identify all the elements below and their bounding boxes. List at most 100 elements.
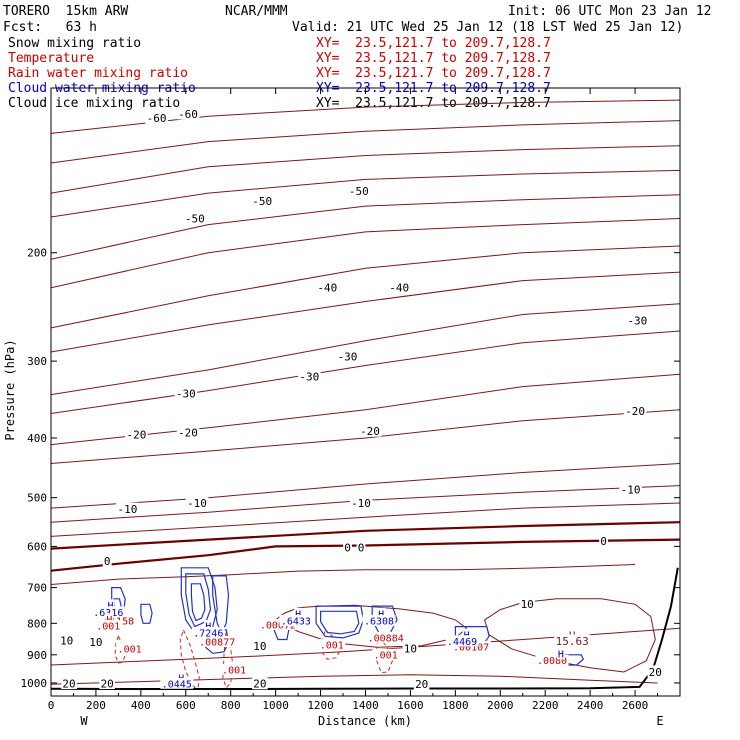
isotherm-label-bg [183,211,206,224]
isotherm-label-bg [356,541,366,554]
isotherm-label: -10 [351,497,371,510]
isotherm-label: 20 [101,677,114,690]
cloud-water-contour [140,603,153,624]
x-tick-label: 1400 [352,699,379,712]
x-tick-label: 400 [131,699,151,712]
isotherm-label: 0 [104,555,111,568]
legend-name-rain: Rain water mixing ratio [8,66,189,81]
rain-label: .00884 [368,633,404,644]
isotherm-label-bg [519,597,535,610]
rain-label-bg [220,663,248,675]
cloud-max-marker: H [558,650,564,661]
isotherm-label-bg [176,107,200,120]
x-tick-label: 2400 [577,699,604,712]
legend-name-cloud-ice: Cloud ice mixing ratio [8,96,181,111]
isotherm-label: 10 [404,643,417,656]
isotherm-line [50,463,681,509]
cloud-water-contour [190,583,206,622]
header-init: Init: 06 UTC Mon 23 Jan 12 [508,4,712,19]
cloud-water-contour [185,573,212,628]
temperature-max-value-bg [554,634,591,647]
isotherm-label-bg [99,676,115,689]
isotherm-label: 10 [253,640,266,653]
isotherm-label: 0 [358,542,365,555]
cloud-max-marker-bg [105,613,114,625]
isotherm-label: -50 [349,185,369,198]
isotherm-label: 10 [521,598,534,611]
y-tick-label: 900 [27,649,47,662]
isotherm-label: -50 [252,195,272,208]
isotherm-line [50,674,658,685]
rain-label-bg [366,631,406,643]
isotherm-label: -30 [338,351,358,364]
cloud-max-value-bg [94,620,122,631]
isotherm-line [50,194,681,260]
isotherm-label-bg [626,314,649,327]
isotherm-line [50,502,681,537]
cloud-max-value-bg [445,635,479,647]
cloud-max-marker: H [378,609,384,620]
cloud-max-marker: H [107,601,113,612]
isotherm-label-bg [252,639,268,652]
rain-label: .001 [118,644,142,655]
cloud-water-contour [320,610,360,635]
axes-layer: 0 200 400 600 800 1000 1200 1400 1600 1800 2000 220… [21,88,680,712]
y-tick-label: 400 [27,432,47,445]
isotherm-label-bg [145,111,168,124]
rain-label-bg [258,619,298,630]
cloud-max-marker-bg [556,648,565,660]
isotherm-line [50,521,681,550]
isotherm-label-bg [316,281,339,294]
cloud-max-marker-bg [462,628,471,640]
isotherm-label-bg [102,554,112,567]
y-tick-label: 300 [27,355,47,368]
isotherm-label: 0 [600,535,607,548]
isotherm-label-bg [88,635,104,648]
y-tick-label: 1000 [21,677,48,690]
isotherm-label-bg [185,496,209,509]
isotherm-label: 0 [344,542,351,555]
isotherm-label: -20 [625,405,645,418]
cloud-max-value-bg [91,606,125,618]
isotherm-label: -60 [147,112,167,125]
cloud-water-contour [212,575,230,635]
isotherm-line [50,218,681,289]
isotherm-line [50,120,681,164]
isotherm-label: 20 [415,678,428,691]
cloud-max-marker: H [205,622,211,633]
isotherm-label-bg [250,194,274,207]
isotherm-label-bg [347,184,370,197]
x-tick-label: 2200 [532,699,559,712]
isotherm-label: -30 [299,371,319,384]
isotherm-label-bg [623,404,647,417]
isotherm-label-bg [599,534,608,547]
isotherm-label-bg [402,642,419,655]
isotherm-label-bg [298,370,321,383]
rain-label: .0080 [537,656,567,667]
isotherm-label-bg [125,428,148,441]
isotherm-line [50,271,681,353]
header-valid: Valid: 21 UTC Wed 25 Jan 12 (18 LST Wed … [292,20,684,35]
legend-xy-snow: XY= 23.5,121.7 to 209.7,128.7 [316,36,551,51]
header-center: NCAR/MMM [225,4,288,19]
rain-label-bg [197,636,237,647]
isotherm-label-bg [358,424,382,437]
rain-label: .00072 [260,621,296,632]
isotherm-label-bg [174,387,198,400]
isotherm-label-bg [349,496,373,509]
isotherm-label: -10 [117,503,137,516]
isotherm-label-bg [413,677,430,690]
isotherm-label: 10 [60,634,73,647]
cloud-water-layer [111,567,585,666]
isotherm-loop [274,604,468,648]
isotherm-line [50,245,681,329]
x-tick-label: 2000 [487,699,514,712]
isotherm-label: 10 [89,636,102,649]
y-tick-label: 700 [27,582,47,595]
isotherm-label: -40 [389,282,409,295]
cloud-max-value: .001 [96,622,120,633]
cloud-max-value: .6433 [281,617,311,628]
rain-label-bg [116,642,143,654]
isotherm-label: -30 [176,388,196,401]
